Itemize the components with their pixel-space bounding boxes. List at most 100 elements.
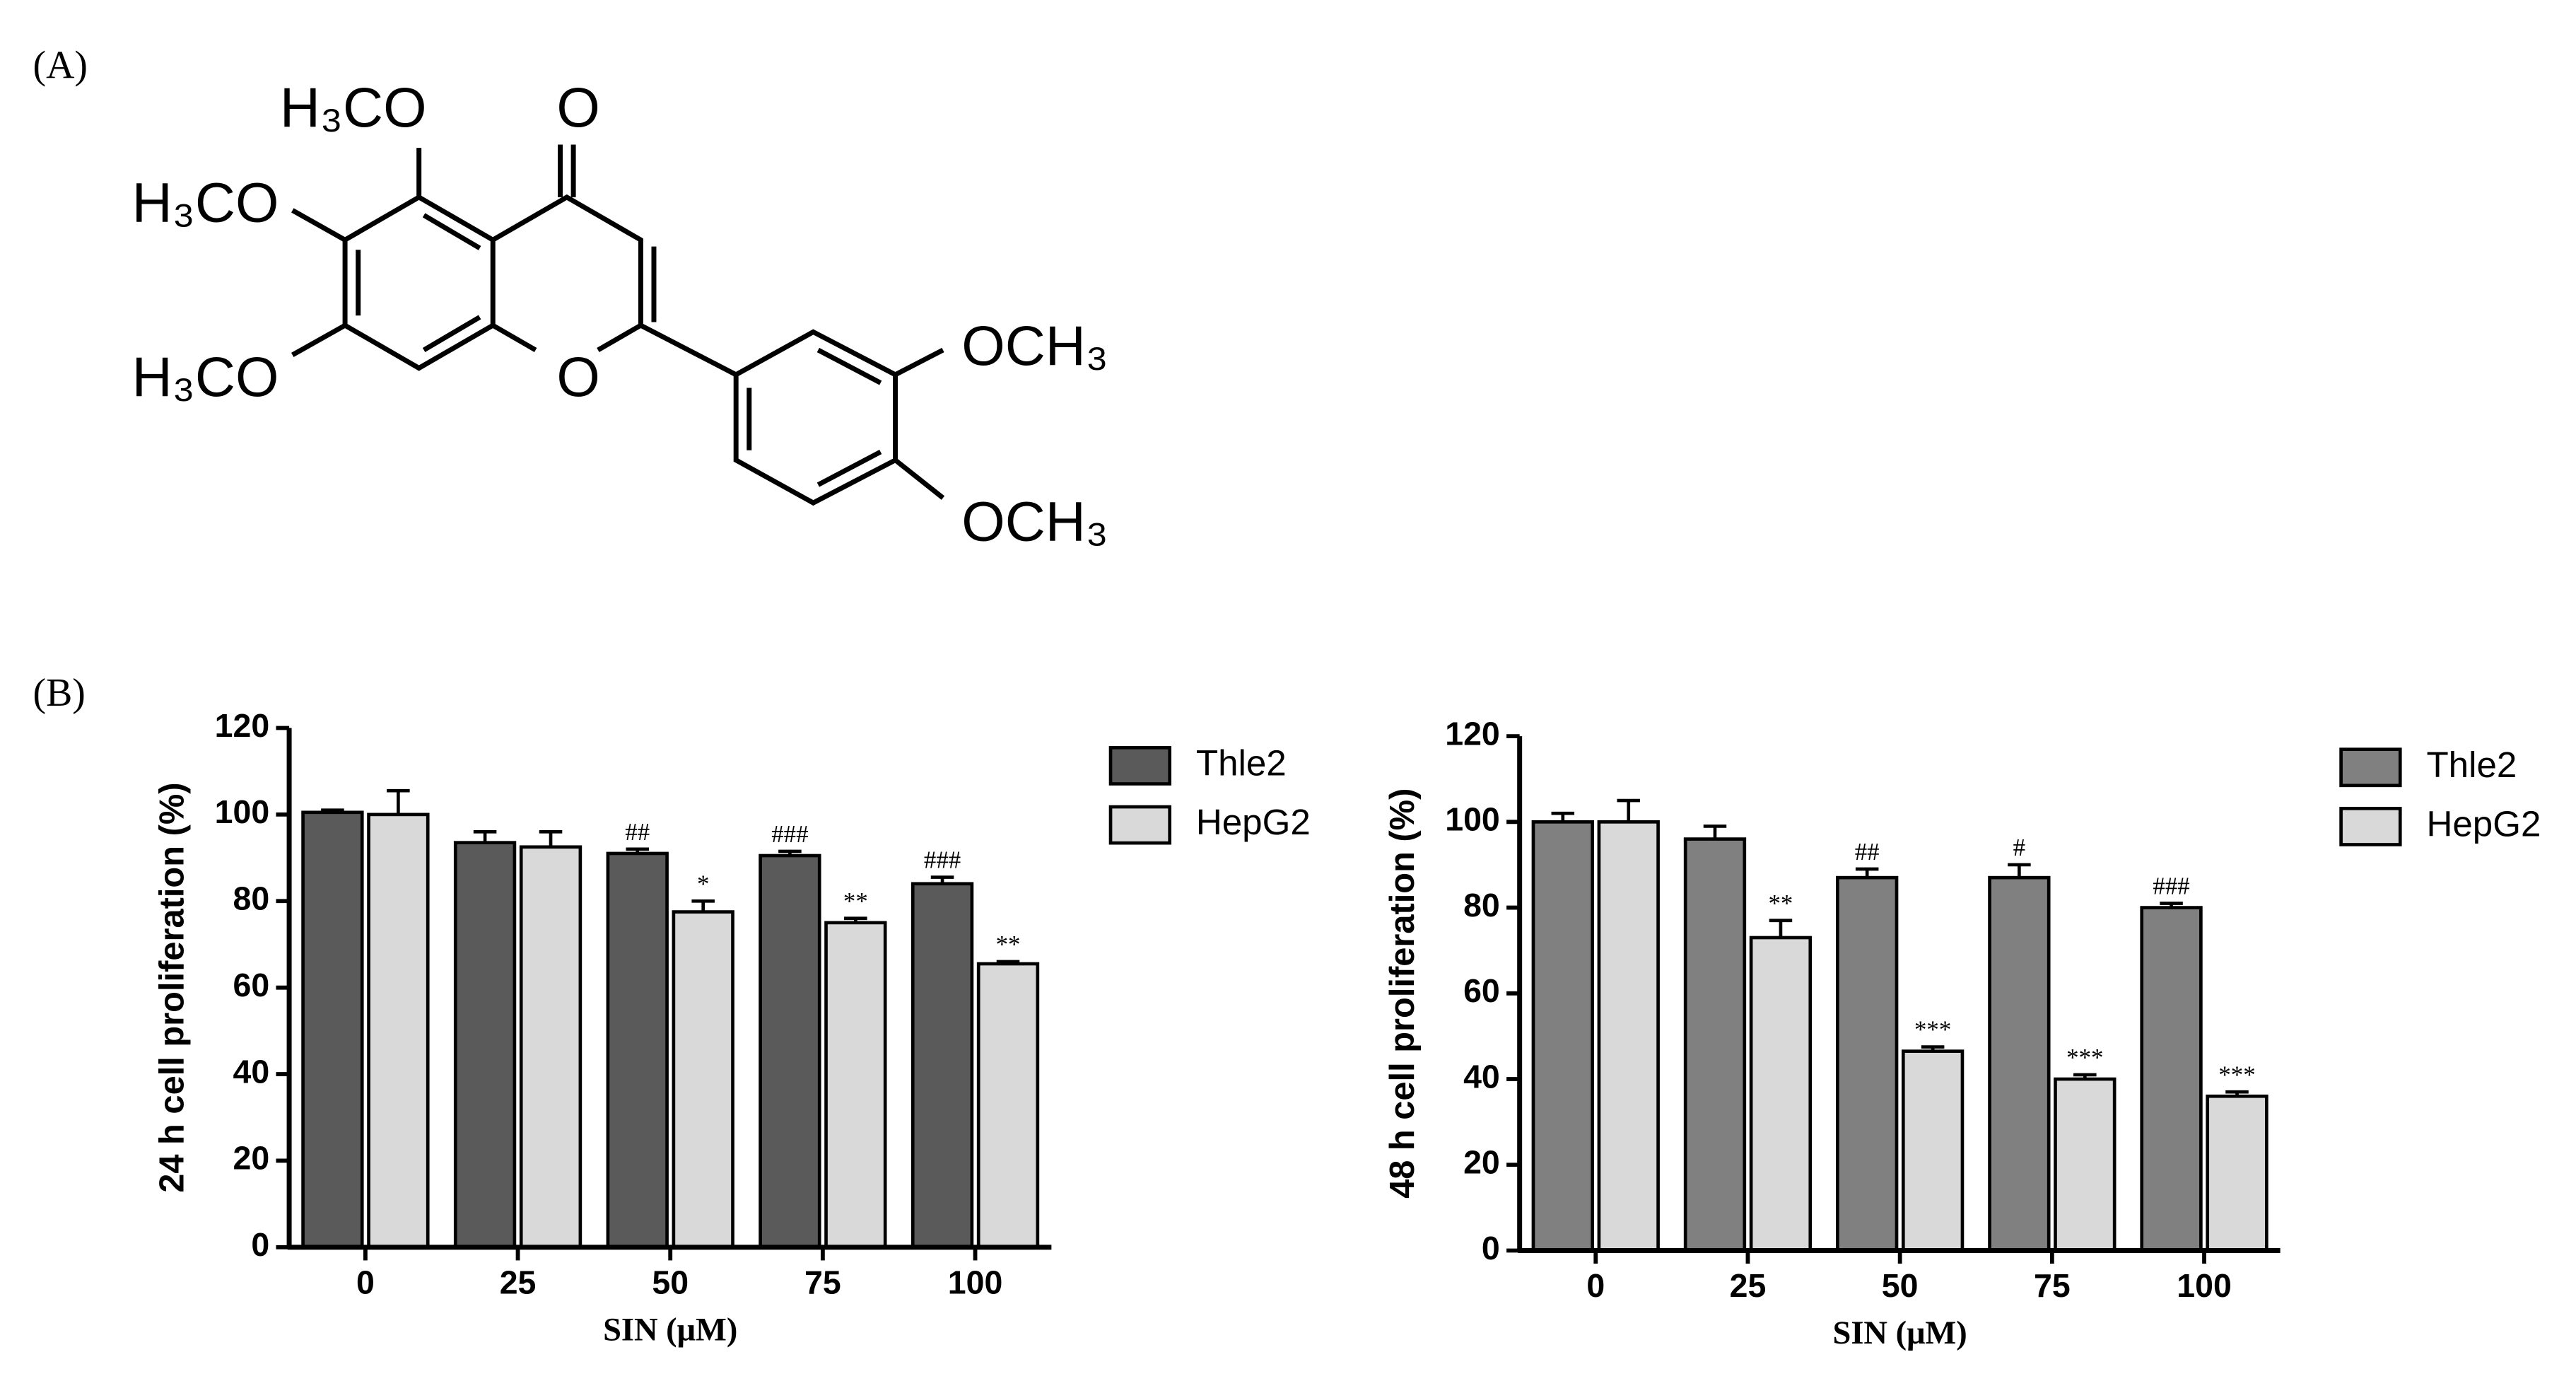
significance-label: ## — [625, 818, 650, 846]
panel-label: (B) — [33, 671, 86, 715]
bar — [1901, 1049, 1965, 1252]
atom-label: O — [556, 76, 599, 139]
significance-label: ### — [2153, 873, 2189, 900]
significance-label: *** — [2066, 1044, 2103, 1071]
x-tick-label: 75 — [2034, 1267, 2071, 1304]
structure-bonds — [291, 144, 945, 506]
error-bar — [2008, 863, 2031, 878]
significance-label: ## — [1855, 838, 1880, 866]
bar — [1749, 936, 1813, 1252]
atom-label: H₃CO — [132, 171, 279, 234]
bar — [606, 851, 669, 1249]
bar — [1988, 875, 2051, 1252]
bar — [519, 845, 582, 1249]
error-bar — [2073, 1073, 2097, 1080]
significance-label: * — [697, 870, 709, 897]
error-bar — [626, 847, 650, 853]
error-bar — [1703, 824, 1727, 839]
bar — [453, 841, 517, 1249]
x-tick-label: 25 — [1730, 1267, 1767, 1304]
error-bar — [996, 960, 1020, 965]
significance-label: ** — [1769, 890, 1793, 917]
error-bar — [844, 916, 867, 923]
significance-label: # — [2013, 834, 2025, 861]
y-tick-label: 40 — [233, 1053, 269, 1090]
x-tick-label: 100 — [2177, 1267, 2232, 1304]
legend-swatch — [1108, 746, 1172, 786]
y-tick-label: 60 — [233, 967, 269, 1003]
legend-label: HepG2 — [1196, 802, 1311, 842]
x-tick-label: 50 — [1882, 1267, 1919, 1304]
x-axis-label: SIN (μM) — [603, 1312, 737, 1348]
x-tick-label: 0 — [1586, 1267, 1605, 1304]
y-tick-label: 80 — [233, 880, 269, 917]
x-tick-label: 50 — [652, 1264, 689, 1301]
bar — [759, 853, 821, 1249]
x-tick-label: 0 — [356, 1264, 375, 1301]
atom-label: OCH₃ — [961, 314, 1108, 377]
legend-swatch — [2339, 747, 2402, 788]
error-bar — [1617, 798, 1641, 822]
error-bar — [2225, 1090, 2249, 1097]
significance-label: ** — [843, 887, 868, 915]
error-bar — [1921, 1045, 1945, 1051]
atom-label: O — [556, 345, 599, 408]
y-tick-label: 40 — [1463, 1058, 1500, 1095]
error-bar — [387, 788, 410, 815]
bar — [976, 962, 1040, 1249]
error-bar — [321, 808, 344, 812]
y-axis-label: 48 h cell proliferation (%) — [1383, 788, 1422, 1199]
legend-label: HepG2 — [2426, 803, 2541, 844]
y-tick-label: 100 — [215, 793, 270, 830]
bar — [1531, 820, 1594, 1252]
bar — [2206, 1094, 2268, 1252]
y-tick-label: 80 — [1463, 887, 1500, 923]
significance-label: ### — [771, 820, 808, 848]
legend-label: Thle2 — [2426, 745, 2517, 785]
bar — [2140, 906, 2203, 1252]
x-tick-label: 25 — [500, 1264, 537, 1301]
significance-label: *** — [2218, 1061, 2255, 1088]
bar — [301, 810, 364, 1249]
bar — [2054, 1077, 2117, 1252]
y-tick-label: 60 — [1463, 972, 1500, 1009]
bar — [1683, 837, 1747, 1252]
y-tick-label: 100 — [1445, 801, 1500, 838]
x-axis-label: SIN (μM) — [1833, 1315, 1967, 1351]
x-tick-label: 100 — [948, 1264, 1003, 1301]
atom-label: OCH₃ — [961, 490, 1108, 553]
legend-label: Thle2 — [1196, 742, 1287, 783]
y-tick-label: 0 — [1482, 1230, 1500, 1266]
significance-label: ** — [996, 931, 1021, 958]
error-bar — [778, 849, 802, 856]
atom-label: H₃CO — [280, 76, 427, 139]
y-tick-label: 120 — [215, 707, 270, 744]
error-bar — [2160, 902, 2183, 908]
bar — [1597, 820, 1660, 1252]
y-tick-label: 20 — [1463, 1144, 1500, 1181]
bar — [911, 882, 974, 1249]
panel-label: (A) — [33, 43, 88, 87]
error-bar — [1551, 811, 1575, 822]
error-bar — [1769, 919, 1793, 938]
bar — [824, 921, 887, 1249]
y-tick-label: 120 — [1445, 715, 1500, 752]
x-tick-label: 75 — [804, 1264, 841, 1301]
bar — [367, 812, 430, 1249]
bar — [672, 910, 734, 1249]
bar — [1836, 875, 1899, 1252]
significance-label: *** — [1914, 1016, 1951, 1044]
error-bar — [1855, 867, 1879, 878]
legend-swatch — [2339, 807, 2402, 846]
y-tick-label: 0 — [251, 1226, 269, 1263]
error-bar — [473, 830, 497, 843]
legend-swatch — [1108, 805, 1172, 845]
error-bar — [930, 875, 954, 884]
y-axis-label: 24 h cell proliferation (%) — [153, 783, 191, 1193]
error-bar — [691, 899, 715, 912]
significance-label: ### — [924, 846, 961, 874]
y-tick-label: 20 — [233, 1140, 269, 1177]
error-bar — [539, 830, 563, 847]
